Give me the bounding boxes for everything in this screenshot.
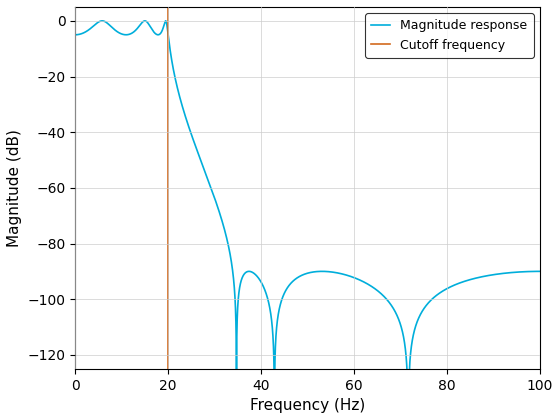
- X-axis label: Frequency (Hz): Frequency (Hz): [250, 398, 365, 413]
- Magnitude response: [233, 380, 240, 385]
- Line: Magnitude response: Magnitude response: [75, 21, 540, 383]
- Magnitude response: [100, 18, 106, 24]
- Magnitude response: [163, 20, 170, 25]
- Magnitude response: [72, 32, 78, 37]
- Magnitude response: [536, 269, 543, 274]
- Magnitude response: [74, 32, 81, 37]
- Magnitude response: [299, 273, 306, 278]
- Cutoff frequency: [165, 18, 171, 24]
- Magnitude response: [512, 270, 519, 275]
- Magnitude response: [91, 23, 98, 28]
- Magnitude response: [142, 18, 148, 24]
- Y-axis label: Magnitude (dB): Magnitude (dB): [7, 129, 22, 247]
- Cutoff frequency: [165, 16, 171, 21]
- Legend: Magnitude response, Cutoff frequency: Magnitude response, Cutoff frequency: [365, 13, 534, 58]
